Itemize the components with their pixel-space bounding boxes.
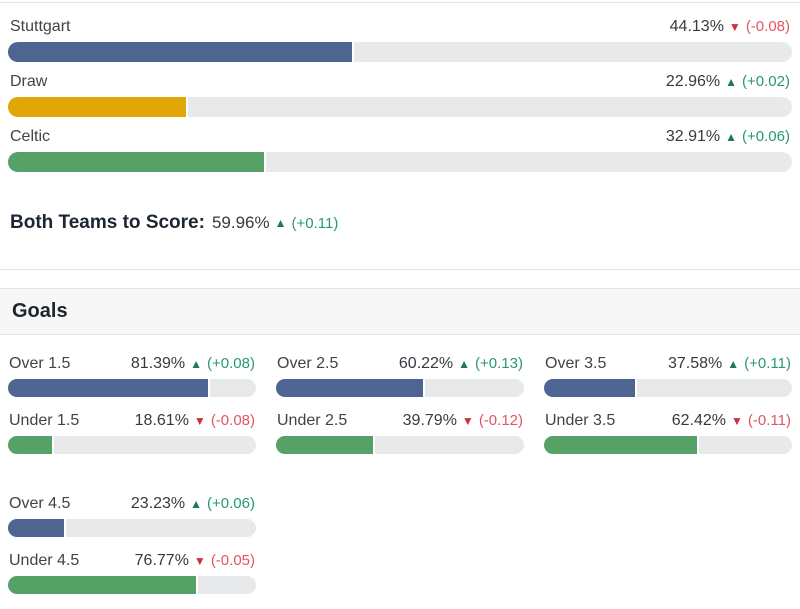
match-outcome-section: Stuttgart 44.13% ▼ (-0.08) Draw 22.96% ▲…: [0, 17, 800, 234]
probability-bar-track: [8, 436, 256, 454]
probability-value-group: 32.91% ▲ (+0.06): [666, 127, 790, 147]
market-label: Under 1.5: [9, 412, 80, 429]
goals-market-card-4-5: Over 4.5 23.23% ▲ (+0.06) Under 4.5 76.7…: [8, 494, 256, 594]
probability-value-group: 39.79% ▼ (-0.12): [403, 411, 523, 431]
market-label: Over 1.5: [9, 355, 71, 372]
probability-bar-track: [8, 152, 792, 172]
probability-percent: 44.13%: [669, 18, 724, 35]
trend-up-icon: ▲: [458, 357, 471, 371]
probability-percent: 23.23%: [130, 495, 186, 512]
probability-bar-track: [8, 42, 792, 62]
goals-grid: Over 1.5 81.39% ▲ (+0.08) Under 1.5 18.6…: [0, 354, 800, 604]
probability-value-group: 22.96% ▲ (+0.02): [666, 72, 790, 92]
trend-down-icon: ▼: [461, 414, 474, 428]
trend-change-value: (+0.02): [742, 73, 790, 90]
outcome-label: Stuttgart: [10, 18, 71, 35]
section-divider: [0, 269, 800, 270]
probability-bar-fill: [544, 379, 638, 397]
goals-header-band: Goals: [0, 288, 800, 335]
goals-section: Goals Over 1.5 81.39% ▲ (+0.08) Under 1.…: [0, 288, 800, 604]
probability-value-group: 62.42% ▼ (-0.11): [672, 411, 791, 431]
trend-down-icon: ▼: [193, 554, 206, 568]
probability-bar-fill: [8, 152, 266, 172]
trend-change-value: (+0.11): [291, 214, 339, 232]
trend-change-value: (+0.13): [475, 355, 523, 372]
probability-percent: 81.39%: [130, 355, 186, 372]
outcome-label: Draw: [10, 73, 48, 90]
probability-value-group: 18.61% ▼ (-0.08): [135, 411, 255, 431]
trend-change-value: (+0.06): [207, 495, 255, 512]
probability-bar-track: [276, 379, 524, 397]
probability-percent: 32.91%: [665, 128, 721, 145]
trend-down-icon: ▼: [728, 20, 741, 34]
probability-percent: 62.42%: [671, 412, 727, 429]
probability-value-group: 59.96% ▲ (+0.11): [212, 213, 338, 233]
probability-percent: 76.77%: [134, 552, 189, 569]
goals-section-title: Goals: [12, 300, 68, 322]
probability-percent: 18.61%: [134, 412, 189, 429]
trend-change-value: (+0.08): [207, 355, 255, 372]
trend-up-icon: ▲: [274, 216, 287, 230]
probability-bar-fill: [276, 379, 426, 397]
probability-bar-fill: [276, 436, 375, 454]
probability-bar-track: [544, 436, 792, 454]
top-divider: [0, 2, 800, 3]
trend-up-icon: ▲: [725, 130, 738, 144]
outcome-row-away: Celtic 32.91% ▲ (+0.06): [8, 127, 792, 172]
probability-bar-track: [8, 97, 792, 117]
trend-down-icon: ▼: [193, 414, 206, 428]
probability-value-group: 37.58% ▲ (+0.11): [668, 354, 791, 374]
outcome-label: Celtic: [10, 128, 51, 145]
market-label: Over 4.5: [9, 495, 71, 512]
probability-bar-track: [8, 519, 256, 537]
trend-up-icon: ▲: [190, 497, 203, 511]
probability-bar-track: [544, 379, 792, 397]
trend-up-icon: ▲: [727, 357, 740, 371]
market-label: Under 3.5: [545, 412, 616, 429]
probability-bar-fill: [544, 436, 699, 454]
probability-value-group: 60.22% ▲ (+0.13): [399, 354, 523, 374]
probability-bar-fill: [8, 519, 66, 537]
probability-bar-fill: [8, 379, 210, 397]
probability-percent: 59.96%: [211, 213, 270, 232]
goals-market-card-3-5: Over 3.5 37.58% ▲ (+0.11) Under 3.5 62.4…: [544, 354, 792, 454]
trend-change-value: (-0.08): [745, 18, 790, 35]
probability-value-group: 81.39% ▲ (+0.08): [131, 354, 255, 374]
probability-bar-fill: [8, 97, 188, 117]
market-label: Under 4.5: [9, 552, 80, 569]
trend-change-value: (-0.11): [747, 412, 791, 429]
probability-percent: 60.22%: [398, 355, 454, 372]
probability-percent: 39.79%: [402, 412, 457, 429]
outcome-row-home: Stuttgart 44.13% ▼ (-0.08): [8, 17, 792, 62]
trend-down-icon: ▼: [731, 414, 743, 428]
probability-bar-fill: [8, 436, 55, 454]
trend-change-value: (-0.05): [210, 552, 255, 569]
btts-label: Both Teams to Score:: [10, 212, 205, 233]
probability-bar-track: [276, 436, 524, 454]
probability-value-group: 76.77% ▼ (-0.05): [135, 551, 255, 571]
probability-bar-fill: [8, 576, 199, 594]
probability-bar-track: [8, 379, 256, 397]
goals-market-card-1-5: Over 1.5 81.39% ▲ (+0.08) Under 1.5 18.6…: [8, 354, 256, 454]
market-label: Under 2.5: [277, 412, 348, 429]
probability-percent: 37.58%: [668, 355, 723, 372]
trend-change-value: (+0.06): [742, 128, 790, 145]
trend-change-value: (-0.08): [210, 412, 255, 429]
market-label: Over 3.5: [545, 355, 607, 372]
probability-bar-track: [8, 576, 256, 594]
probability-percent: 22.96%: [665, 73, 721, 90]
probability-value-group: 23.23% ▲ (+0.06): [131, 494, 255, 514]
probability-bar-fill: [8, 42, 354, 62]
trend-up-icon: ▲: [725, 75, 738, 89]
trend-up-icon: ▲: [190, 357, 203, 371]
trend-change-value: (-0.12): [478, 412, 523, 429]
market-label: Over 2.5: [277, 355, 339, 372]
trend-change-value: (+0.11): [744, 355, 791, 372]
probability-value-group: 44.13% ▼ (-0.08): [670, 17, 790, 37]
outcome-row-draw: Draw 22.96% ▲ (+0.02): [8, 72, 792, 117]
both-teams-to-score-row: Both Teams to Score: 59.96% ▲ (+0.11): [8, 212, 792, 234]
goals-market-card-2-5: Over 2.5 60.22% ▲ (+0.13) Under 2.5 39.7…: [276, 354, 524, 454]
